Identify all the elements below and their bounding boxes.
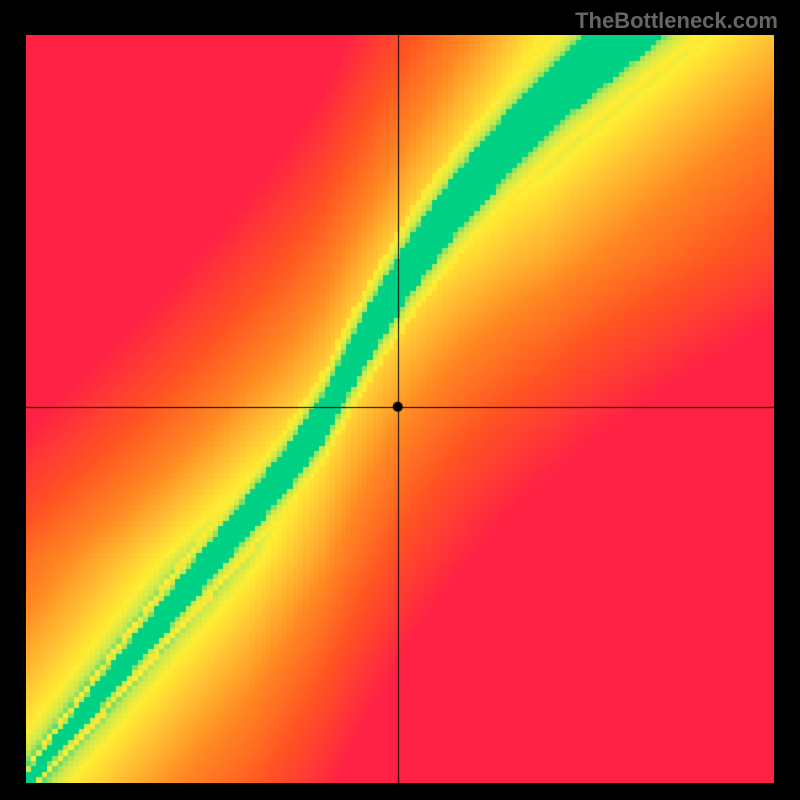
- watermark-text: TheBottleneck.com: [575, 8, 778, 34]
- heatmap-canvas: [26, 35, 774, 783]
- chart-container: { "watermark": "TheBottleneck.com", "cha…: [0, 0, 800, 800]
